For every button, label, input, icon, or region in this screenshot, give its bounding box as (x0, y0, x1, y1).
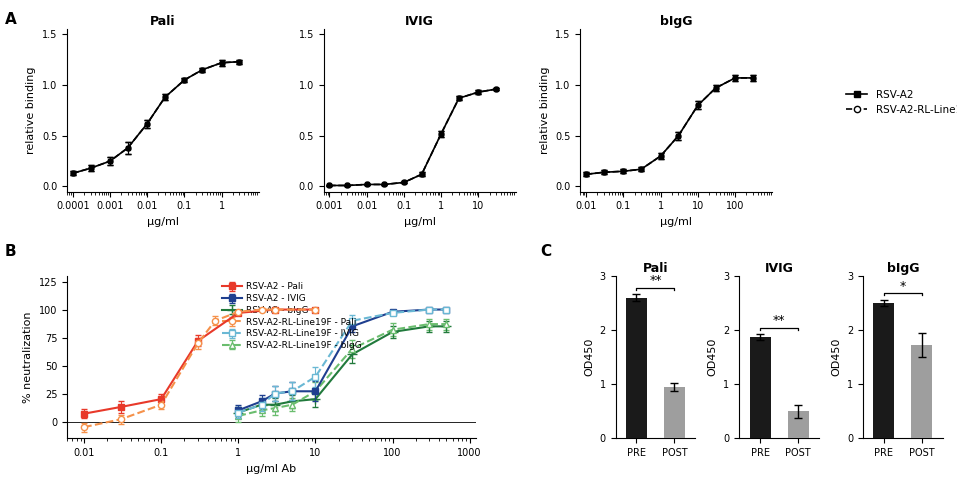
Legend: RSV-A2, RSV-A2-RL-Line19F: RSV-A2, RSV-A2-RL-Line19F (842, 86, 957, 119)
Y-axis label: relative binding: relative binding (27, 67, 36, 154)
X-axis label: μg/ml Ab: μg/ml Ab (246, 464, 297, 473)
Text: A: A (5, 12, 16, 27)
Bar (664, 387, 685, 438)
Text: **: ** (649, 274, 661, 287)
Y-axis label: OD450: OD450 (708, 338, 718, 376)
Bar (911, 345, 932, 438)
Text: B: B (5, 244, 16, 259)
Y-axis label: OD450: OD450 (584, 338, 594, 376)
Text: C: C (541, 244, 552, 259)
X-axis label: μg/ml: μg/ml (404, 217, 435, 227)
Bar (626, 298, 647, 438)
Title: bIgG: bIgG (886, 262, 919, 275)
Text: *: * (900, 280, 906, 293)
Title: IVIG: IVIG (405, 15, 434, 28)
Legend: RSV-A2 - Pali, RSV-A2 - IVIG, RSV-A2 - bIgG, RSV-A2-RL-Line19F - Pali, RSV-A2-RL: RSV-A2 - Pali, RSV-A2 - IVIG, RSV-A2 - b… (218, 279, 366, 354)
Text: **: ** (773, 315, 786, 327)
Y-axis label: OD450: OD450 (832, 338, 841, 376)
X-axis label: μg/ml: μg/ml (660, 217, 692, 227)
Title: Pali: Pali (643, 262, 668, 275)
Y-axis label: % neutralization: % neutralization (23, 311, 33, 403)
X-axis label: μg/ml: μg/ml (147, 217, 179, 227)
Bar (788, 411, 809, 438)
Title: Pali: Pali (150, 15, 176, 28)
Title: IVIG: IVIG (765, 262, 793, 275)
Y-axis label: relative binding: relative binding (540, 67, 549, 154)
Title: bIgG: bIgG (660, 15, 693, 28)
Bar (749, 337, 770, 438)
Bar (874, 303, 894, 438)
